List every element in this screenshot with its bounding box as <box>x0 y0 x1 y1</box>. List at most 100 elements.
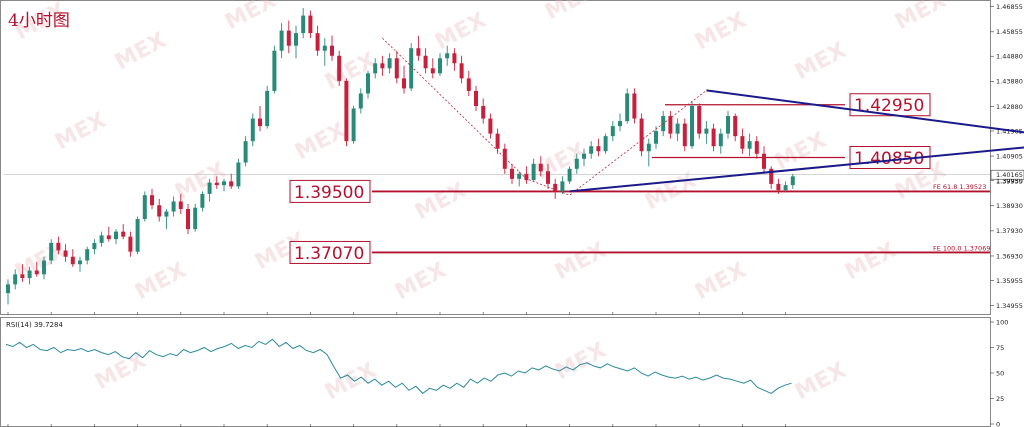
candle-body <box>697 106 702 134</box>
rsi-label: RSI(14) 39.7284 <box>6 321 63 329</box>
candle-body <box>718 133 723 147</box>
candle-body <box>762 153 766 169</box>
rsi-tick-label: 25 <box>996 395 1004 403</box>
trendline-upper <box>706 89 1024 134</box>
candle-body <box>265 90 270 127</box>
candle-body <box>668 116 673 134</box>
candle-body <box>524 173 529 181</box>
main-panel-frame <box>0 0 991 315</box>
candle-body <box>387 58 392 69</box>
watermark-text: MEX <box>291 118 350 165</box>
candle-body <box>56 242 61 251</box>
price-tick-label: 1.46855 <box>996 3 1023 11</box>
candle-body <box>200 193 205 208</box>
watermark-text: MEX <box>691 8 750 55</box>
candle-body <box>243 141 248 163</box>
price-tick-label: 1.45855 <box>996 28 1023 36</box>
candle-body <box>596 146 601 152</box>
candle-body <box>711 128 716 147</box>
watermark-text: MEX <box>391 258 450 305</box>
candle-body <box>474 90 478 106</box>
watermark-text: MEX <box>111 28 170 75</box>
level-label: 1.37070 <box>294 244 364 264</box>
candle-body <box>459 63 464 79</box>
rsi-tick-label: 0 <box>996 420 1000 427</box>
price-tick-label: 1.39930 <box>996 177 1023 185</box>
candle-body <box>553 183 558 192</box>
current-price-box <box>990 169 1024 180</box>
watermark-text: MEX <box>551 338 610 385</box>
candle-body <box>106 235 111 240</box>
candle-body <box>308 15 313 34</box>
candle-body <box>582 153 586 159</box>
candle-body <box>193 207 198 230</box>
candle-body <box>654 131 658 144</box>
candle-body <box>646 143 651 152</box>
candle-body <box>618 121 622 127</box>
rsi-series <box>5 338 792 395</box>
price-tick-label: 1.42880 <box>996 103 1023 111</box>
candle-body <box>409 48 414 89</box>
level-lines: 1.42950 1.40850 1.39500 1.37070 <box>289 93 990 264</box>
rsi-tick-label: 100 <box>996 318 1008 326</box>
current-price-label: 1.40165 <box>996 171 1023 179</box>
candle-body <box>430 68 435 74</box>
candle-body <box>603 136 608 152</box>
candle-body <box>675 123 680 134</box>
candle-body <box>589 146 594 154</box>
level-label: 1.40850 <box>854 149 924 169</box>
candle-body <box>128 236 133 252</box>
candle-body <box>78 260 82 265</box>
candle-body <box>135 219 140 252</box>
price-label-near-current: 1.39955 <box>996 178 1023 186</box>
candle-body <box>747 141 752 149</box>
price-tick-label: 1.37930 <box>996 227 1023 235</box>
rsi-axis: 100 75 50 25 0 <box>990 318 1008 427</box>
candle-body <box>20 274 25 279</box>
watermark-text: MEX <box>51 108 110 155</box>
candle-body <box>452 53 457 64</box>
price-tick-label: 1.34955 <box>996 302 1023 310</box>
candle-body <box>502 148 507 169</box>
candle-body <box>754 141 759 154</box>
trendline-lower <box>569 146 1024 193</box>
candle-body <box>610 126 615 137</box>
candle-body <box>114 231 118 240</box>
watermark-text: MEX <box>791 38 850 85</box>
candle-body <box>279 30 284 51</box>
candle-body <box>632 93 637 119</box>
candle-body <box>366 73 370 94</box>
rsi-tick-label: 75 <box>996 344 1004 352</box>
candle-body <box>301 15 306 34</box>
watermark-text: MEX <box>531 138 590 185</box>
watermark-text: MEX <box>691 258 750 305</box>
candle-body <box>142 195 147 220</box>
candle-body <box>286 30 291 46</box>
fib-label: FE 61.8 1.39523 <box>933 183 986 191</box>
candle-body <box>330 45 334 56</box>
candle-body <box>625 93 630 122</box>
candles <box>6 8 795 305</box>
candle-body <box>704 128 709 134</box>
price-tick-label: 1.35955 <box>996 277 1023 285</box>
watermark-text: MEX <box>131 258 190 305</box>
price-tick-label: 1.44880 <box>996 53 1023 61</box>
candle-body <box>726 116 730 134</box>
candle-body <box>495 133 500 149</box>
candle-body <box>510 168 514 179</box>
candle-body <box>394 58 399 79</box>
candle-body <box>164 211 169 217</box>
candle-body <box>445 53 450 59</box>
candle-body <box>344 80 349 142</box>
watermark-text: MEX <box>541 0 600 25</box>
watermark-text: MEX <box>841 238 900 285</box>
candle-body <box>63 250 68 257</box>
candle-body <box>322 45 327 51</box>
candle-body <box>294 33 298 46</box>
rsi-tick-label: 50 <box>996 369 1004 377</box>
candle-body <box>27 270 32 279</box>
candle-body <box>42 260 46 275</box>
candle-body <box>402 78 406 89</box>
candle-body <box>13 274 18 285</box>
